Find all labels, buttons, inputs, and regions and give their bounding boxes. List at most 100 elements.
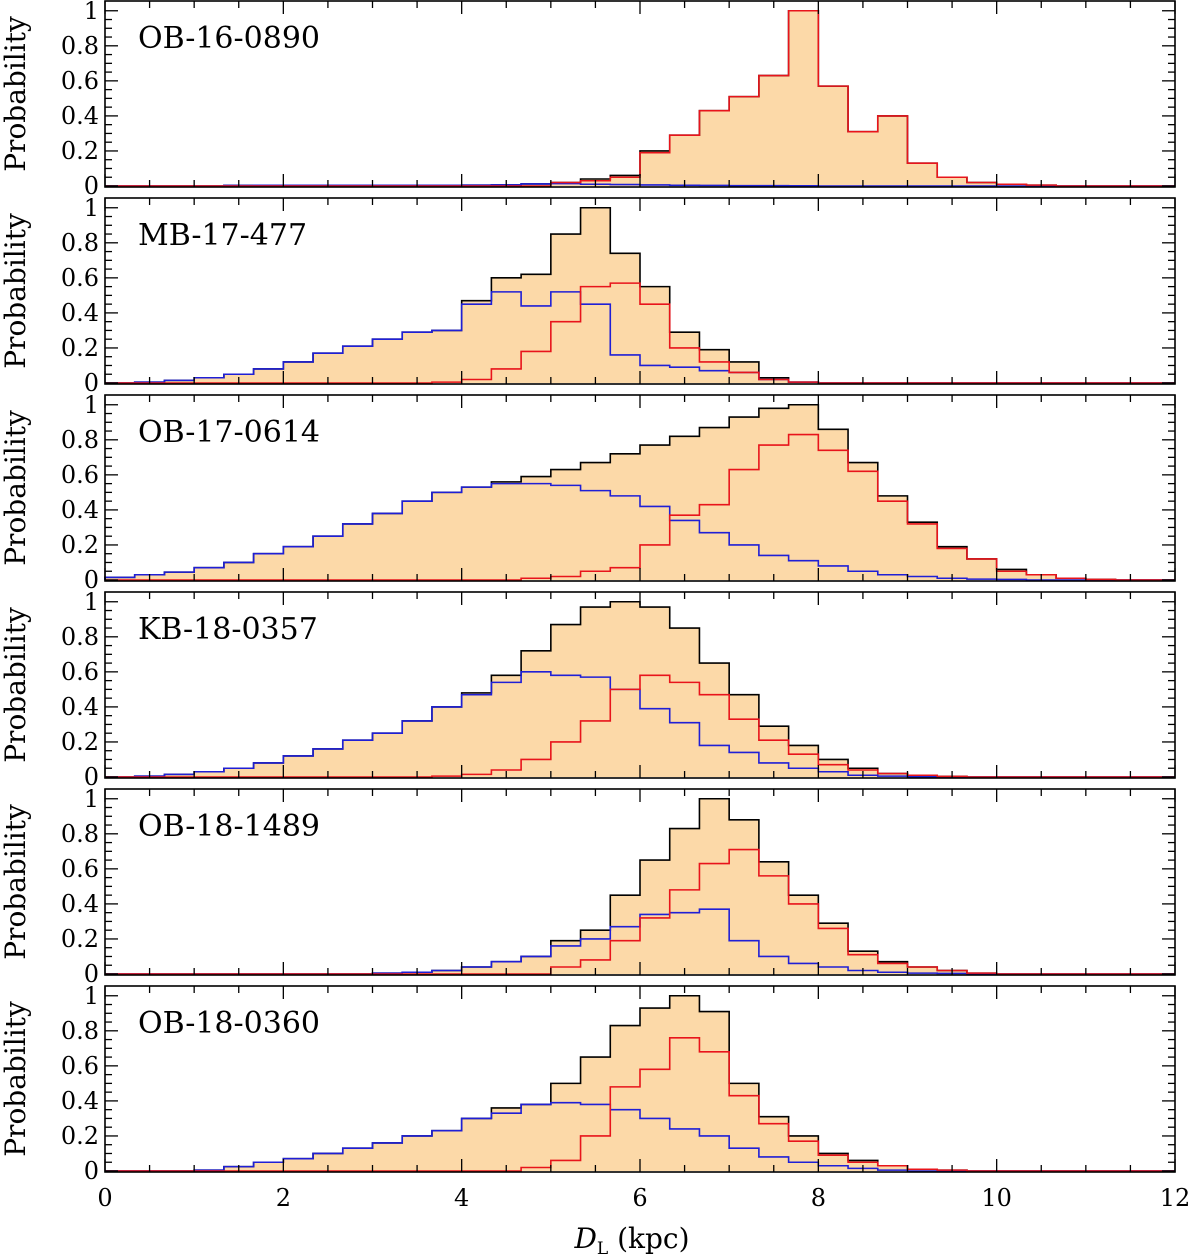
- y-axis-label: Probability: [0, 804, 32, 960]
- y-tick-label: 0: [84, 172, 99, 200]
- y-tick-label: 1: [84, 588, 99, 616]
- bin-9: [373, 513, 403, 580]
- x-axis-label-unit: (kpc): [608, 1222, 689, 1255]
- x-tick-label: 2: [276, 1184, 291, 1212]
- near-line: [104, 482, 1175, 581]
- event-label: OB-18-0360: [138, 1006, 320, 1041]
- bin-5: [254, 554, 284, 580]
- y-tick-label: 1: [84, 194, 99, 222]
- bin-16: [581, 463, 611, 580]
- bin-12: [462, 301, 492, 383]
- y-tick-label: 0.8: [61, 32, 99, 60]
- y-tick-label: 0: [84, 763, 99, 791]
- x-tick-label: 8: [811, 1184, 826, 1212]
- far-line: [105, 674, 1175, 778]
- bin-12: [462, 967, 492, 974]
- far-line: [105, 282, 1175, 384]
- bin-13: [491, 278, 521, 383]
- bin-5: [254, 763, 284, 777]
- bin-25: [848, 463, 878, 580]
- panel-KB-18-0357: 0 0.2 0.4 0.6 0.8 1 Probability KB-18-0357: [0, 588, 1176, 791]
- y-tick-label: 0.6: [61, 658, 99, 686]
- bin-23: [789, 405, 819, 580]
- bin-24: [818, 759, 848, 777]
- near-line: [105, 1101, 1175, 1172]
- bin-5: [254, 1162, 284, 1171]
- bin-18: [640, 1008, 670, 1171]
- bin-20: [699, 663, 729, 777]
- y-tick-label: 0.2: [61, 137, 99, 165]
- x-axis-label: DL (kpc): [573, 1222, 689, 1257]
- bin-24: [818, 86, 848, 186]
- far-line: [105, 1037, 1175, 1172]
- bin-14: [521, 956, 551, 974]
- bin-16: [581, 1057, 611, 1171]
- bin-24: [818, 429, 848, 580]
- bin-20: [699, 1012, 729, 1171]
- bin-27: [908, 522, 938, 580]
- bin-25: [848, 132, 878, 186]
- bin-20: [699, 350, 729, 383]
- bin-19: [670, 996, 700, 1171]
- bin-18: [640, 607, 670, 777]
- bin-16: [581, 208, 611, 383]
- x-axis-label-var: D: [573, 1222, 596, 1255]
- bin-12: [462, 693, 492, 777]
- y-tick-label: 0.6: [61, 461, 99, 489]
- bin-18: [640, 445, 670, 580]
- bin-8: [343, 1148, 373, 1171]
- y-axis-label: Probability: [0, 213, 32, 369]
- bin-15: [551, 234, 581, 383]
- y-tick-label: 0.6: [61, 1052, 99, 1080]
- bin-11: [432, 492, 462, 580]
- bin-27: [908, 163, 938, 186]
- y-tick-label: 0.4: [61, 299, 99, 327]
- y-tick-label: 0.8: [61, 1017, 99, 1045]
- bin-13: [491, 1108, 521, 1171]
- bin-22: [759, 76, 789, 186]
- bin-14: [521, 274, 551, 383]
- bin-21: [729, 97, 759, 186]
- y-tick-label: 0.8: [61, 820, 99, 848]
- y-tick-label: 1: [84, 785, 99, 813]
- bin-15: [551, 625, 581, 777]
- panel-OB-17-0614: 0 0.2 0.4 0.6 0.8 1 Probability OB-17-0614: [0, 391, 1176, 594]
- total-fill: [105, 404, 1175, 580]
- y-tick-label: 0.8: [61, 229, 99, 257]
- y-tick-label: 0.4: [61, 496, 99, 524]
- y-tick-label: 0.4: [61, 102, 99, 130]
- bin-15: [551, 1083, 581, 1171]
- y-tick-label: 0.6: [61, 67, 99, 95]
- y-tick-label: 0.4: [61, 890, 99, 918]
- y-tick-label: 0: [84, 1157, 99, 1185]
- bin-11: [432, 1131, 462, 1171]
- bin-21: [729, 820, 759, 974]
- y-tick-label: 0: [84, 369, 99, 397]
- bin-21: [729, 695, 759, 777]
- bin-6: [283, 362, 313, 383]
- y-tick-label: 1: [84, 391, 99, 419]
- y-tick-label: 0.2: [61, 925, 99, 953]
- bin-26: [878, 116, 908, 186]
- y-tick-label: 1: [84, 0, 99, 25]
- y-axis-label: Probability: [0, 410, 32, 566]
- bin-21: [729, 1083, 759, 1171]
- y-tick-label: 0.4: [61, 1087, 99, 1115]
- x-tick-label: 4: [454, 1184, 469, 1212]
- bin-18: [640, 287, 670, 383]
- bin-10: [402, 501, 432, 580]
- bin-7: [313, 536, 343, 580]
- event-label: MB-17-477: [138, 218, 307, 253]
- bin-3: [194, 568, 224, 580]
- y-tick-label: 0.2: [61, 334, 99, 362]
- bin-17: [610, 454, 640, 580]
- x-tick-label: 12: [1160, 1184, 1191, 1212]
- bin-8: [343, 346, 373, 383]
- bin-14: [521, 477, 551, 580]
- bin-14: [521, 651, 551, 777]
- bin-19: [670, 135, 700, 186]
- bin-6: [283, 756, 313, 777]
- x-tick-label: 6: [632, 1184, 647, 1212]
- bin-22: [759, 726, 789, 777]
